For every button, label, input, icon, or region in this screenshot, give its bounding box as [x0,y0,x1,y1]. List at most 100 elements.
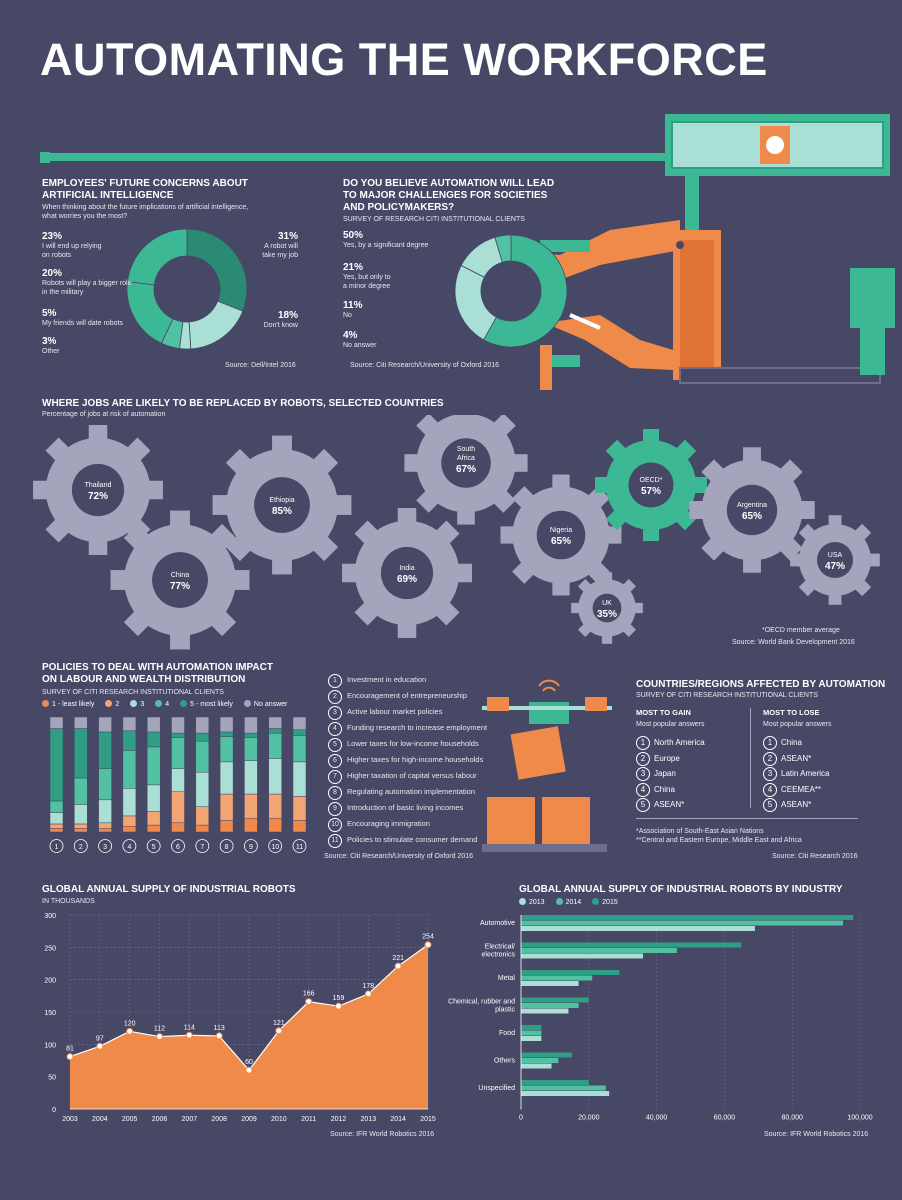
gear-tooth [798,523,817,542]
policy-bar-segment [292,735,307,763]
policy-bar-segment [219,736,234,763]
policy-number: 6 [176,844,180,851]
policy-number: 7 [200,844,204,851]
supply-point [245,1066,253,1074]
gear-tooth [605,508,628,531]
industry-category-label: Chemical, rubber and [448,999,515,1006]
gear-name: South [457,446,475,453]
lose-number: 1 [763,736,777,750]
gain-number: 2 [636,751,650,766]
challenges-item-1: 21% Yes, but only to a minor degree [343,262,391,291]
concerns-item-2: 5% My friends will date robots [42,308,123,328]
concerns-pct: 20% [42,268,63,279]
gear-name: Thailand [85,482,112,489]
industry-bar [521,1080,589,1085]
policy-bar-segment [122,750,137,789]
supply-data-label: 60 [245,1059,253,1066]
gear-pct: 72% [88,491,108,502]
regions-title: COUNTRIES/REGIONS AFFECTED BY AUTOMATION [636,679,886,690]
policy-list-item: 6 Higher taxes for high-income households [328,752,487,768]
policy-list-item: 9 Introduction of basic living incomes [328,800,487,816]
regions-gain: MOST TO GAIN Most popular answers 1 North… [636,708,746,813]
legend-swatch [155,700,163,707]
industry-bar [521,1036,542,1041]
industry-bar [521,1085,606,1091]
gear-name: Nigeria [550,527,572,534]
policy-list-label: Lower taxes for low-income households [347,739,479,748]
concerns-label: on robots [42,252,72,259]
gear-tooth [621,622,636,637]
challenges-item-2: 11% No [343,300,362,320]
gear-hole [71,463,125,517]
gear-argentina: Argentina 65% [689,447,815,573]
gain-item: 4 China [636,782,746,798]
gear-tooth [778,536,803,561]
drone-illustration [482,679,612,852]
policies-title: POLICIES TO DEAL WITH AUTOMATION IMPACT … [42,662,273,686]
gear-pct: 77% [170,581,190,592]
policy-list-number: 4 [328,722,342,736]
lose-item: 3 Latin America [763,766,873,782]
policies-title-line2: ON LABOUR AND WEALTH DISTRIBUTION [42,674,246,685]
concerns-title-line1: EMPLOYEES' FUTURE CONCERNS ABOUT [42,178,248,189]
supply-point [185,1031,193,1039]
supply-source: Source: IFR World Robotics 2016 [330,1131,435,1138]
policy-bar-segment [49,716,64,729]
policy-bar-segment [98,828,112,833]
policy-bar-segment [74,777,88,805]
industry-bar [521,948,677,953]
gain-label: North America [654,738,705,747]
industry-bar [521,1025,542,1030]
legend-label: 5 - most likely [190,701,233,708]
supply-chart: 0 50 100 150 200 250 300 2003 2004 2005 2006 2007 20… [44,913,436,1123]
supply-y-tick: 100 [44,1042,56,1049]
gear-pct: 85% [272,506,292,517]
supply-data-label: 121 [273,1020,285,1027]
regions-divider [750,708,751,808]
policy-number-ring [171,839,185,853]
gear-hole [726,484,778,536]
gear-tooth [601,572,613,582]
supply-x-tick: 2004 [92,1116,108,1123]
gear-tooth [208,608,237,637]
regions-source: Source: Citi Research 2016 [772,853,858,860]
policy-bar-segment [74,804,88,825]
gear-tooth [416,415,441,438]
legend-label: No answer [253,701,288,708]
challenges-item-3: 4% No answer [343,330,376,350]
gear-tooth [225,448,254,477]
lose-number: 4 [763,782,777,797]
policy-list-number: 8 [328,786,342,800]
gear-tooth [853,523,872,542]
concerns-pct: 23% [42,231,63,242]
policy-bar-segment [195,771,210,807]
legend-item: 5 - most likely [180,700,233,708]
legend-label: 2 [115,701,120,708]
policy-number-ring [219,839,234,853]
challenges-title-line3: AND POLICYMAKERS? [343,202,455,213]
gain-title: MOST TO GAIN [636,708,691,717]
policy-bar-segment [98,822,112,829]
gear-pct: 57% [641,486,661,497]
gear-hole [441,438,491,488]
policy-number-ring [49,839,64,853]
challenges-source: Source: Citi Research/University of Oxfo… [350,362,500,369]
concerns-sub-line1: When thinking about the future implicati… [42,204,249,211]
lose-item: 1 China [763,735,873,751]
policy-list-number: 7 [328,770,342,784]
concerns-pct: 3% [42,336,57,347]
policy-bar-segment [244,737,258,761]
policy-list-number: 9 [328,802,342,816]
policy-bar-segment [268,793,282,819]
policy-bar-segment [74,716,88,729]
policy-number-ring [268,839,283,853]
gear-tooth [701,536,726,561]
policy-number: 2 [79,844,83,851]
policy-list-item: 1 Investment in education [328,672,487,688]
concerns-item-4: 31% A robot will take my job [258,231,298,260]
policy-bar-segment [146,824,161,833]
industry-bar [521,1091,610,1096]
concerns-label: in the military [42,289,84,296]
policy-bar-segment [146,731,161,748]
policy-bar-segment [244,760,258,795]
